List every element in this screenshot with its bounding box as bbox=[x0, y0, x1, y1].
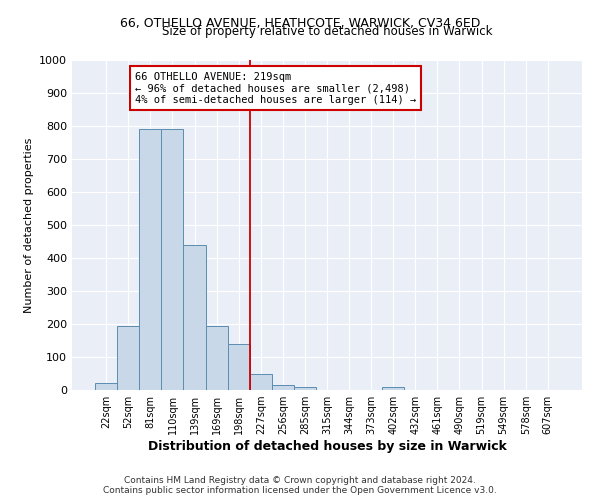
Text: 66 OTHELLO AVENUE: 219sqm
← 96% of detached houses are smaller (2,498)
4% of sem: 66 OTHELLO AVENUE: 219sqm ← 96% of detac… bbox=[135, 72, 416, 105]
X-axis label: Distribution of detached houses by size in Warwick: Distribution of detached houses by size … bbox=[148, 440, 506, 453]
Bar bbox=[139, 130, 161, 390]
Title: Size of property relative to detached houses in Warwick: Size of property relative to detached ho… bbox=[162, 25, 492, 38]
Bar bbox=[206, 326, 227, 390]
Bar bbox=[227, 344, 250, 390]
Bar bbox=[382, 386, 404, 390]
Bar bbox=[117, 326, 139, 390]
Bar bbox=[95, 384, 117, 390]
Bar bbox=[272, 385, 294, 390]
Y-axis label: Number of detached properties: Number of detached properties bbox=[23, 138, 34, 312]
Text: 66, OTHELLO AVENUE, HEATHCOTE, WARWICK, CV34 6ED: 66, OTHELLO AVENUE, HEATHCOTE, WARWICK, … bbox=[120, 18, 480, 30]
Bar bbox=[161, 130, 184, 390]
Bar bbox=[250, 374, 272, 390]
Bar bbox=[184, 245, 206, 390]
Text: Contains HM Land Registry data © Crown copyright and database right 2024.
Contai: Contains HM Land Registry data © Crown c… bbox=[103, 476, 497, 495]
Bar bbox=[294, 386, 316, 390]
